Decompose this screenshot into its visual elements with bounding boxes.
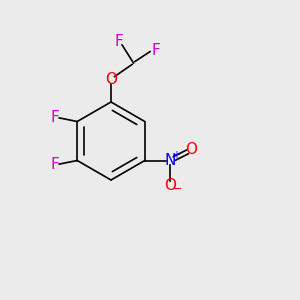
- Text: N: N: [165, 153, 176, 168]
- Text: F: F: [50, 110, 59, 125]
- Text: +: +: [172, 150, 180, 160]
- Text: F: F: [152, 44, 160, 59]
- Text: O: O: [185, 142, 197, 158]
- Text: F: F: [114, 34, 123, 50]
- Text: −: −: [172, 182, 182, 196]
- Text: O: O: [105, 72, 117, 87]
- Text: O: O: [164, 178, 176, 194]
- Text: F: F: [50, 157, 59, 172]
